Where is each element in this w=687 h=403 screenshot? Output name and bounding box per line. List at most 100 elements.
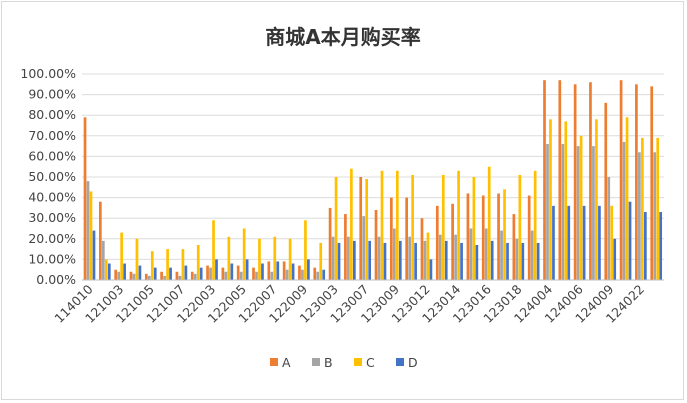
bar-d — [552, 205, 555, 280]
bar-d — [307, 259, 310, 280]
bar-a — [298, 265, 301, 280]
bar-d — [644, 212, 647, 280]
bar-a — [481, 195, 485, 280]
bar-a — [190, 271, 194, 280]
bar-a — [635, 84, 638, 280]
bar-b — [316, 271, 320, 280]
bar-b — [178, 275, 182, 280]
bar-c — [334, 177, 338, 280]
legend-label: C — [366, 355, 375, 370]
bar-c — [120, 232, 123, 280]
bar-a — [221, 267, 225, 280]
legend: A B C D — [270, 355, 418, 370]
bar-a — [420, 218, 424, 280]
bar-a — [206, 265, 209, 280]
bars — [83, 80, 663, 281]
bar-d — [582, 205, 586, 280]
bar-b — [285, 269, 289, 280]
bar-c — [365, 179, 369, 280]
bar-b — [576, 146, 580, 280]
bar-c — [533, 170, 537, 280]
bar-c — [150, 251, 154, 280]
bar-d — [475, 244, 479, 280]
bar-c — [227, 236, 231, 280]
gridlines — [82, 73, 664, 260]
bar-b — [301, 269, 304, 280]
bar-d — [613, 238, 617, 280]
bar-b — [423, 240, 427, 280]
bar-c — [457, 170, 460, 280]
bar-a — [619, 80, 623, 281]
y-tick-label: 90.00% — [28, 87, 76, 102]
bar-b — [255, 271, 258, 280]
bar-a — [650, 86, 654, 280]
bar-a — [267, 261, 271, 280]
bar-b — [546, 144, 549, 280]
bar-a — [328, 207, 332, 280]
bar-c — [181, 249, 185, 280]
bar-c — [579, 135, 583, 280]
bar-b — [132, 273, 136, 280]
bar-a — [175, 271, 179, 280]
bar-b — [392, 228, 396, 280]
bar-c — [380, 170, 384, 280]
y-axis-tick-labels: 0.00% 10.00% 20.00% 30.00% 40.00% 50.00% 60.00… — [20, 66, 76, 287]
bar-c — [656, 137, 660, 280]
bar-c — [487, 166, 491, 280]
bar-b — [500, 230, 503, 280]
legend-label: D — [408, 355, 418, 370]
bar-c — [441, 174, 445, 280]
bar-a — [144, 273, 148, 280]
bar-a — [99, 201, 102, 280]
bar-c — [304, 220, 307, 280]
bar-d — [169, 267, 172, 280]
bar-b — [408, 236, 411, 280]
bar-d — [230, 263, 234, 280]
bar-a — [527, 195, 531, 280]
y-tick-label: 50.00% — [28, 169, 76, 184]
bar-b — [163, 275, 166, 280]
bar-c — [273, 236, 277, 280]
legend-label: B — [324, 355, 333, 370]
bar-c — [472, 177, 476, 280]
bar-c — [426, 232, 430, 280]
bar-a — [497, 193, 500, 280]
bar-a — [589, 82, 592, 281]
bar-d — [215, 259, 218, 280]
bar-b — [117, 271, 120, 280]
bar-a — [604, 102, 608, 280]
bar-b — [362, 216, 366, 280]
bar-d — [353, 240, 356, 280]
bar-a — [344, 214, 347, 280]
bar-c — [411, 174, 414, 280]
bar-c — [258, 238, 261, 280]
bar-d — [322, 269, 326, 280]
bar-d — [536, 242, 540, 280]
bar-a — [435, 205, 439, 280]
bar-d — [598, 205, 601, 280]
bar-d — [659, 212, 663, 280]
bar-d — [383, 242, 387, 280]
bar-c — [549, 119, 552, 280]
y-tick-label: 10.00% — [28, 251, 76, 266]
bar-a — [313, 267, 317, 280]
bar-b — [438, 234, 442, 280]
bar-a — [252, 267, 255, 280]
bar-c — [610, 205, 614, 280]
bar-a — [466, 193, 470, 280]
bar-b — [101, 240, 105, 280]
y-tick-label: 20.00% — [28, 231, 76, 246]
bar-d — [261, 263, 264, 280]
bar-c — [242, 228, 246, 280]
bar-b — [530, 230, 534, 280]
bar-d — [199, 267, 203, 280]
bar-b — [209, 267, 212, 280]
bar-d — [245, 259, 249, 280]
y-tick-label: 0.00% — [36, 272, 76, 287]
bar-c — [595, 119, 598, 280]
bar-d — [460, 242, 463, 280]
bar-d — [398, 240, 402, 280]
bar-c — [395, 170, 399, 280]
